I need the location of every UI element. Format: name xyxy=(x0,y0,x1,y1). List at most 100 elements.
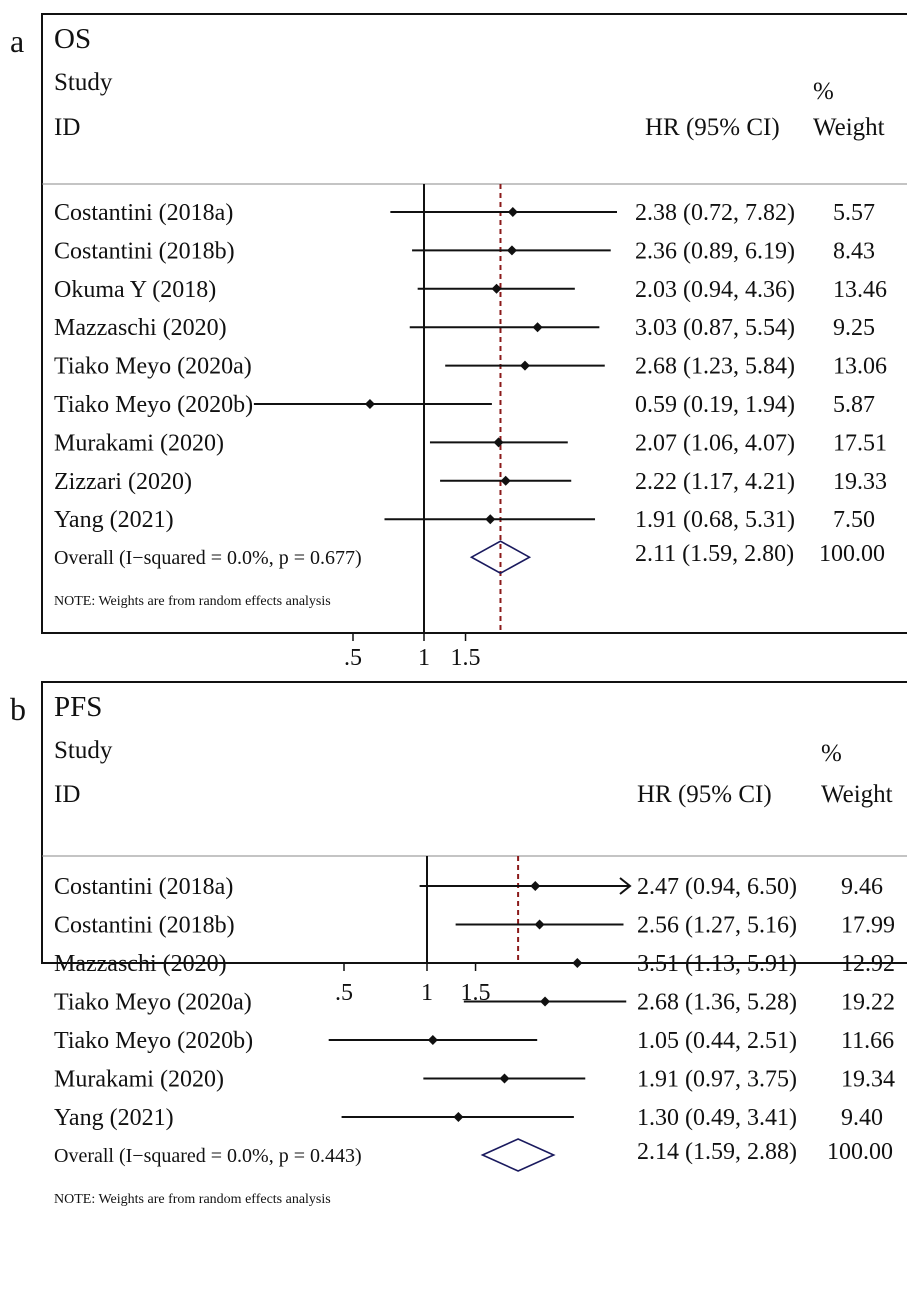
study-row: Tiako Meyo (2020b) 0.59 (0.19, 1.94) 5.87 xyxy=(54,392,875,418)
header-percent: % xyxy=(813,78,834,105)
overall-label: Overall (I−squared = 0.0%, p = 0.443) xyxy=(54,1145,362,1167)
study-row: Mazzaschi (2020) 3.51 (1.13, 5.91) 12.92 xyxy=(54,951,895,977)
point-estimate xyxy=(507,207,518,217)
study-label: Okuma Y (2018) xyxy=(54,277,216,303)
study-row: Tiako Meyo (2020a) 2.68 (1.36, 5.28) 19.22 xyxy=(54,990,895,1016)
point-estimate xyxy=(485,514,496,525)
study-label: Mazzaschi (2020) xyxy=(54,951,227,977)
overall-label: Overall (I−squared = 0.0%, p = 0.677) xyxy=(54,547,362,569)
hr-ci-value: 0.59 (0.19, 1.94) xyxy=(635,392,795,418)
study-row: Yang (2021) 1.91 (0.68, 5.31) 7.50 xyxy=(54,507,875,533)
x-tick-label: .5 xyxy=(335,980,353,1006)
header-study: Study xyxy=(54,69,113,96)
point-estimate xyxy=(491,283,502,294)
ci-arrow xyxy=(619,877,632,895)
hr-ci-value: 2.68 (1.23, 5.84) xyxy=(635,354,795,380)
header-id: ID xyxy=(54,781,80,808)
header-study: Study xyxy=(54,737,113,764)
study-row: Tiako Meyo (2020a) 2.68 (1.23, 5.84) 13.06 xyxy=(54,354,887,380)
header-percent: % xyxy=(821,740,842,767)
hr-ci-value: 2.56 (1.27, 5.16) xyxy=(637,913,797,939)
point-estimate xyxy=(364,399,375,409)
point-estimate xyxy=(519,360,530,371)
study-label: Yang (2021) xyxy=(54,507,174,533)
point-estimate xyxy=(532,322,543,333)
study-label: Costantini (2018b) xyxy=(54,238,235,264)
weight-value: 8.43 xyxy=(833,238,875,264)
point-estimate xyxy=(572,958,583,968)
weight-value: 13.46 xyxy=(833,277,887,303)
weight-value: 7.50 xyxy=(833,507,875,533)
study-row: Costantini (2018b) 2.36 (0.89, 6.19) 8.43 xyxy=(54,238,875,264)
hr-ci-value: 1.91 (0.68, 5.31) xyxy=(635,507,795,533)
overall-row: Overall (I−squared = 0.0%, p = 0.677) 2.1… xyxy=(54,540,885,575)
hr-ci-value: 2.03 (0.94, 4.36) xyxy=(635,277,795,303)
x-tick-label: 1.5 xyxy=(461,980,491,1006)
header-id: ID xyxy=(54,114,80,141)
x-tick-label: 1 xyxy=(418,645,430,671)
study-row: Mazzaschi (2020) 3.03 (0.87, 5.54) 9.25 xyxy=(54,315,875,341)
hr-ci-value: 2.68 (1.36, 5.28) xyxy=(637,990,797,1016)
hr-ci-value: 2.07 (1.06, 4.07) xyxy=(635,430,795,456)
weight-value: 17.99 xyxy=(841,913,895,939)
overall-weight-value: 100.00 xyxy=(827,1139,893,1165)
hr-ci-value: 1.30 (0.49, 3.41) xyxy=(637,1105,797,1131)
x-tick-label: 1.5 xyxy=(451,645,481,671)
point-estimate xyxy=(493,437,504,448)
study-label: Zizzari (2020) xyxy=(54,469,192,495)
study-label: Murakami (2020) xyxy=(54,430,224,456)
weight-value: 5.57 xyxy=(833,200,875,226)
hr-ci-value: 2.47 (0.94, 6.50) xyxy=(637,874,797,900)
header-hr-ci: HR (95% CI) xyxy=(637,781,772,808)
study-row: Murakami (2020) 1.91 (0.97, 3.75) 19.34 xyxy=(54,1067,895,1093)
note-text: NOTE: Weights are from random effects an… xyxy=(54,594,331,609)
weight-value: 9.25 xyxy=(833,315,875,341)
panel-title: OS xyxy=(54,23,91,55)
study-label: Tiako Meyo (2020a) xyxy=(54,990,252,1016)
study-label: Costantini (2018a) xyxy=(54,200,233,226)
study-row: Costantini (2018b) 2.56 (1.27, 5.16) 17.99 xyxy=(54,913,895,939)
forest-panel-os: a OS Study ID HR (95% CI)% Weight Costantini (… xyxy=(10,13,907,671)
overall-hr-ci-value: 2.11 (1.59, 2.80) xyxy=(635,541,794,567)
point-estimate xyxy=(506,245,517,256)
point-estimate xyxy=(500,475,511,486)
point-estimate xyxy=(540,996,551,1007)
study-label: Costantini (2018b) xyxy=(54,913,235,939)
study-label: Tiako Meyo (2020b) xyxy=(54,392,253,418)
hr-ci-value: 1.91 (0.97, 3.75) xyxy=(637,1067,797,1093)
hr-ci-value: 2.22 (1.17, 4.21) xyxy=(635,469,795,495)
weight-value: 13.06 xyxy=(833,354,887,380)
overall-diamond xyxy=(469,540,532,575)
study-label: Tiako Meyo (2020a) xyxy=(54,354,252,380)
weight-value: 9.40 xyxy=(841,1105,883,1131)
header-weight: Weight xyxy=(813,114,885,141)
study-row: Tiako Meyo (2020b) 1.05 (0.44, 2.51) 11.66 xyxy=(54,1028,894,1054)
point-estimate xyxy=(499,1073,510,1084)
weight-value: 17.51 xyxy=(833,430,887,456)
panel-letter: b xyxy=(10,691,26,727)
forest-panel-pfs: b PFS Study ID HR (95% CI)% Weight Costantini … xyxy=(10,681,907,1207)
study-label: Murakami (2020) xyxy=(54,1067,224,1093)
study-label: Mazzaschi (2020) xyxy=(54,315,227,341)
panel-letter: a xyxy=(10,23,24,59)
hr-ci-value: 3.51 (1.13, 5.91) xyxy=(637,951,797,977)
study-row: Zizzari (2020) 2.22 (1.17, 4.21) 19.33 xyxy=(54,469,887,495)
weight-value: 5.87 xyxy=(833,392,875,418)
overall-row: Overall (I−squared = 0.0%, p = 0.443) 2.1… xyxy=(54,1138,893,1172)
weight-value: 12.92 xyxy=(841,951,895,977)
study-row: Okuma Y (2018) 2.03 (0.94, 4.36) 13.46 xyxy=(54,277,887,303)
weight-value: 11.66 xyxy=(841,1028,894,1054)
overall-diamond xyxy=(480,1138,556,1172)
study-label: Yang (2021) xyxy=(54,1105,174,1131)
study-label: Tiako Meyo (2020b) xyxy=(54,1028,253,1054)
weight-value: 19.22 xyxy=(841,990,895,1016)
study-row: Yang (2021) 1.30 (0.49, 3.41) 9.40 xyxy=(54,1105,883,1131)
point-estimate xyxy=(427,1035,438,1045)
overall-hr-ci-value: 2.14 (1.59, 2.88) xyxy=(637,1139,797,1165)
header-hr-ci: HR (95% CI) xyxy=(645,114,780,141)
study-label: Costantini (2018a) xyxy=(54,874,233,900)
panel-frame xyxy=(41,13,907,634)
panel-title: PFS xyxy=(54,691,102,723)
header-weight: Weight xyxy=(821,781,893,808)
